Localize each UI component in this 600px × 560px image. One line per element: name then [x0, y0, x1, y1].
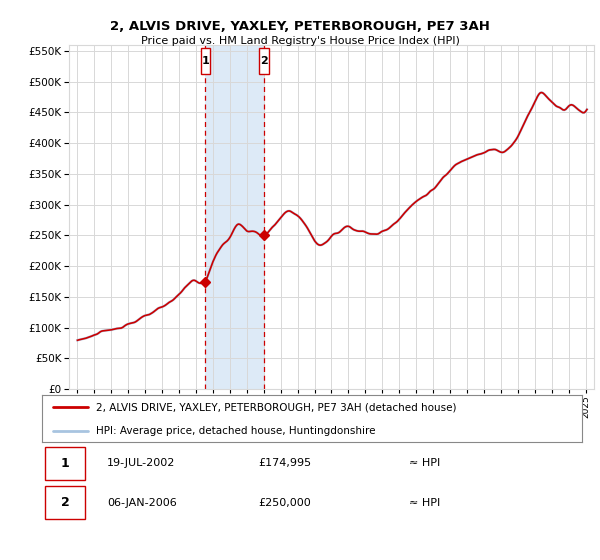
- Text: ≈ HPI: ≈ HPI: [409, 459, 440, 468]
- Bar: [205, 45, 264, 389]
- Text: 2, ALVIS DRIVE, YAXLEY, PETERBOROUGH, PE7 3AH (detached house): 2, ALVIS DRIVE, YAXLEY, PETERBOROUGH, PE…: [96, 402, 457, 412]
- Bar: [259, 48, 269, 74]
- Text: 2, ALVIS DRIVE, YAXLEY, PETERBOROUGH, PE7 3AH: 2, ALVIS DRIVE, YAXLEY, PETERBOROUGH, PE…: [110, 20, 490, 32]
- Text: 2: 2: [260, 56, 268, 66]
- Text: £250,000: £250,000: [258, 498, 311, 507]
- FancyBboxPatch shape: [45, 447, 85, 480]
- Text: Price paid vs. HM Land Registry's House Price Index (HPI): Price paid vs. HM Land Registry's House …: [140, 36, 460, 46]
- Text: 06-JAN-2006: 06-JAN-2006: [107, 498, 176, 507]
- Text: ≈ HPI: ≈ HPI: [409, 498, 440, 507]
- Bar: [200, 48, 210, 74]
- Text: £174,995: £174,995: [258, 459, 311, 468]
- Text: 1: 1: [201, 56, 209, 66]
- FancyBboxPatch shape: [45, 486, 85, 519]
- Text: 1: 1: [61, 457, 70, 470]
- Text: HPI: Average price, detached house, Huntingdonshire: HPI: Average price, detached house, Hunt…: [96, 426, 376, 436]
- Text: 2: 2: [61, 496, 70, 509]
- Text: 19-JUL-2002: 19-JUL-2002: [107, 459, 175, 468]
